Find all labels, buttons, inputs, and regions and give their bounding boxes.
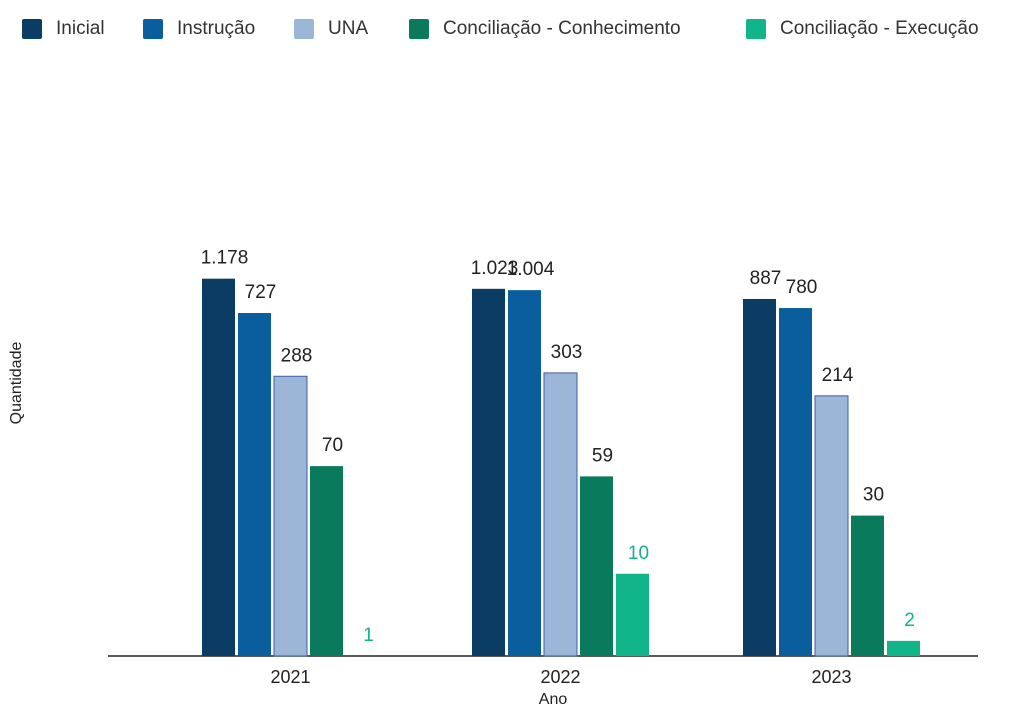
bar-value-label: 887 bbox=[750, 268, 782, 289]
bar bbox=[543, 372, 578, 657]
bar-value-label: 780 bbox=[786, 277, 818, 298]
bar bbox=[616, 573, 649, 656]
bar bbox=[851, 515, 884, 656]
bar bbox=[238, 312, 271, 656]
bar bbox=[779, 308, 812, 656]
legend-label: Conciliação - Conhecimento bbox=[443, 18, 681, 39]
legend-swatch bbox=[294, 19, 314, 39]
legend-item: Conciliação - Conhecimento bbox=[409, 14, 681, 44]
chart-legend: Inicial Instrução UNA Conciliação - Conheci… bbox=[0, 14, 1012, 44]
legend-label: Conciliação - Execução bbox=[780, 18, 979, 39]
bar bbox=[273, 375, 308, 657]
bar-value-label: 727 bbox=[245, 282, 277, 303]
legend-swatch bbox=[409, 19, 429, 39]
bar bbox=[814, 395, 849, 657]
legend-label: Instrução bbox=[177, 18, 256, 39]
bar-value-label: 2 bbox=[904, 610, 915, 631]
bar bbox=[202, 278, 235, 656]
bar bbox=[310, 466, 343, 656]
bar-value-label: 214 bbox=[822, 365, 854, 386]
legend-item: Inicial bbox=[22, 14, 105, 44]
bar-value-label: 30 bbox=[863, 485, 884, 506]
x-axis-title: Ano bbox=[539, 691, 568, 708]
x-tick-label: 2021 bbox=[270, 667, 310, 687]
bar bbox=[743, 298, 776, 656]
bar-value-label: 1.178 bbox=[201, 248, 249, 269]
bar-value-label: 70 bbox=[322, 435, 343, 456]
bar-value-label: 288 bbox=[281, 345, 313, 366]
legend-item: Instrução bbox=[143, 14, 255, 44]
legend-swatch bbox=[746, 19, 766, 39]
legend-item: UNA bbox=[294, 14, 368, 44]
bar-value-label: 1.004 bbox=[507, 259, 555, 280]
bar bbox=[887, 640, 920, 656]
y-axis-title: Quantidade bbox=[8, 342, 25, 425]
x-tick-label: 2023 bbox=[811, 667, 851, 687]
bar-value-label: 1 bbox=[363, 625, 374, 646]
bar-value-label: 10 bbox=[628, 543, 649, 564]
bar-value-label: 59 bbox=[592, 445, 613, 466]
bar bbox=[580, 476, 613, 656]
legend-label: Inicial bbox=[56, 18, 105, 39]
bar bbox=[508, 290, 541, 656]
bar bbox=[472, 288, 505, 656]
legend-item: Conciliação - Execução bbox=[746, 14, 979, 44]
legend-swatch bbox=[143, 19, 163, 39]
legend-swatch bbox=[22, 19, 42, 39]
bar-value-label: 303 bbox=[551, 342, 583, 363]
x-tick-label: 2022 bbox=[540, 667, 580, 687]
bar-value-label: 1.023 bbox=[471, 258, 519, 279]
legend-label: UNA bbox=[328, 18, 369, 39]
